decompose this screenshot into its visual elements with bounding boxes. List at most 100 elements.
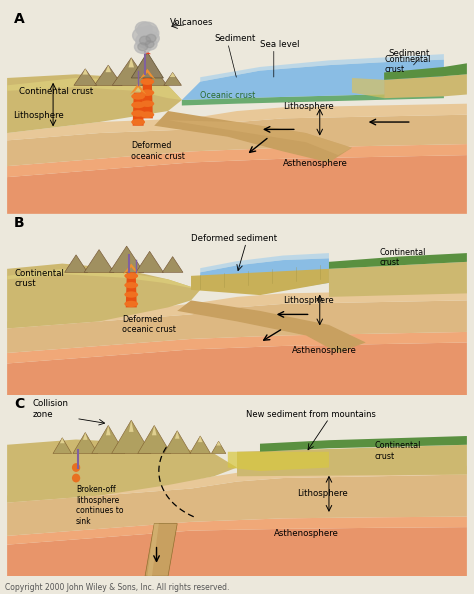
Polygon shape [111,420,151,454]
Polygon shape [7,440,237,503]
Text: Continental
crust: Continental crust [380,248,426,267]
Polygon shape [7,475,467,536]
Polygon shape [94,65,122,86]
Polygon shape [211,441,226,454]
Text: C: C [14,397,24,411]
Circle shape [146,34,156,42]
Polygon shape [137,425,171,454]
Polygon shape [200,258,329,290]
Text: Lithosphere: Lithosphere [297,489,347,498]
Polygon shape [7,115,467,166]
Ellipse shape [72,473,80,482]
Circle shape [145,40,154,48]
Ellipse shape [131,93,145,100]
Polygon shape [106,65,111,72]
Circle shape [133,27,153,43]
Circle shape [138,43,148,50]
Polygon shape [182,93,444,106]
Circle shape [135,40,151,53]
Polygon shape [7,527,467,576]
Ellipse shape [131,110,145,117]
Polygon shape [106,425,110,435]
Ellipse shape [140,78,154,85]
Polygon shape [109,246,144,272]
Ellipse shape [124,282,138,288]
Polygon shape [7,269,200,290]
Polygon shape [7,264,200,328]
Circle shape [136,33,154,48]
Polygon shape [216,441,221,446]
Polygon shape [60,438,64,443]
Polygon shape [144,52,151,54]
Circle shape [139,36,151,45]
Text: Sediment: Sediment [214,34,255,43]
Polygon shape [237,445,467,476]
Circle shape [140,26,159,40]
Circle shape [143,31,159,45]
Polygon shape [154,111,352,162]
Polygon shape [7,301,467,353]
Text: Lithosphere: Lithosphere [283,102,334,111]
Text: New sediment from mountains: New sediment from mountains [246,410,376,419]
Ellipse shape [140,89,154,96]
Polygon shape [142,67,167,86]
Text: Deformed
oceanic crust: Deformed oceanic crust [122,315,176,334]
Ellipse shape [140,100,154,107]
Text: Continental
crust: Continental crust [384,55,430,74]
Text: Lithosphere: Lithosphere [283,296,334,305]
Polygon shape [175,431,180,439]
Text: Lithosphere: Lithosphere [13,111,64,121]
Polygon shape [162,257,183,272]
Polygon shape [7,290,467,328]
Polygon shape [7,332,467,364]
Text: Deformed sediment: Deformed sediment [191,234,277,243]
Ellipse shape [72,463,80,472]
Ellipse shape [131,119,145,125]
Polygon shape [139,69,155,80]
Polygon shape [352,78,384,98]
Polygon shape [147,524,159,576]
Polygon shape [7,104,467,140]
Polygon shape [384,74,467,98]
Ellipse shape [124,292,138,298]
Polygon shape [82,69,88,75]
Text: Deformed
oceanic crust: Deformed oceanic crust [131,141,185,161]
Text: Broken-off
lithosphere
continues to
sink: Broken-off lithosphere continues to sink [76,485,124,526]
Text: Volcanoes: Volcanoes [170,18,214,27]
Text: Asthenosphere: Asthenosphere [292,346,357,355]
Polygon shape [64,255,88,272]
Polygon shape [7,78,182,100]
Polygon shape [329,262,467,297]
Polygon shape [200,253,329,272]
Polygon shape [74,69,97,86]
Polygon shape [129,420,134,432]
Polygon shape [128,58,134,68]
Polygon shape [164,72,182,86]
Polygon shape [198,436,202,442]
Text: Collision
zone: Collision zone [32,399,68,419]
Text: Sediment: Sediment [389,49,430,58]
Circle shape [142,39,157,50]
Polygon shape [7,74,182,133]
Polygon shape [142,78,153,118]
Polygon shape [133,93,144,126]
Polygon shape [7,517,467,545]
Ellipse shape [124,301,138,307]
Polygon shape [177,301,366,353]
Ellipse shape [124,273,138,279]
Polygon shape [112,58,150,86]
Polygon shape [190,436,210,454]
Text: Asthenosphere: Asthenosphere [283,159,348,168]
Text: A: A [14,12,25,26]
Text: Copyright 2000 John Wiley & Sons, Inc. All rights reserved.: Copyright 2000 John Wiley & Sons, Inc. A… [5,583,229,592]
Polygon shape [91,425,125,454]
Circle shape [136,22,152,35]
Polygon shape [131,52,164,78]
Polygon shape [83,432,88,440]
Polygon shape [168,120,352,155]
Polygon shape [260,436,467,452]
Polygon shape [123,264,139,274]
Text: Continental crust: Continental crust [18,87,93,96]
Polygon shape [84,249,114,272]
Polygon shape [228,452,329,471]
